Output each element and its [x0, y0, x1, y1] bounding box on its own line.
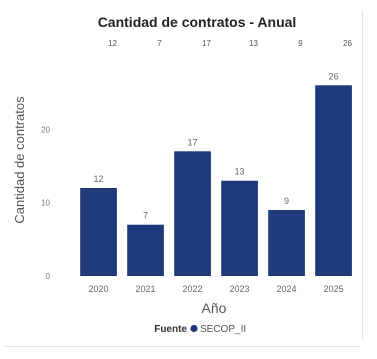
data-label-2021: 7 — [143, 211, 148, 221]
legend-title: Fuente — [154, 324, 187, 335]
data-label-2020: 12 — [93, 174, 103, 184]
data-label-2022: 17 — [187, 137, 197, 147]
legend-entry[interactable]: SECOP_II — [200, 324, 246, 335]
top-label-2021: 7 — [157, 39, 162, 48]
y-tick-10: 10 — [41, 199, 50, 208]
top-label-2024: 9 — [298, 39, 303, 48]
y-axis-title: Cantidad de contratos — [12, 96, 27, 224]
visual-border-right — [362, 10, 363, 340]
bar-2022[interactable] — [174, 151, 211, 276]
bar-2024[interactable] — [268, 210, 305, 276]
top-label-2022: 17 — [202, 39, 211, 48]
y-tick-0: 0 — [46, 272, 51, 281]
x-tick-2024: 2024 — [276, 284, 296, 294]
x-tick-2023: 2023 — [229, 284, 249, 294]
y-axis: 0 10 20 — [41, 125, 50, 281]
chart-title: Cantidad de contratos - Anual — [98, 14, 297, 30]
top-labels: 12 7 17 13 9 26 — [108, 39, 352, 48]
x-axis: 2020 2021 2022 2023 2024 2025 — [88, 284, 343, 294]
visual-border-bottom — [4, 346, 360, 347]
x-tick-2022: 2022 — [182, 284, 202, 294]
y-tick-20: 20 — [41, 125, 50, 134]
data-label-2023: 13 — [234, 167, 244, 177]
bar-2025[interactable] — [315, 85, 352, 276]
legend[interactable]: Fuente SECOP_II — [154, 324, 246, 335]
x-tick-2021: 2021 — [135, 284, 155, 294]
x-axis-title: Año — [202, 300, 227, 316]
legend-marker — [190, 324, 198, 333]
top-label-2025: 26 — [343, 39, 352, 48]
x-tick-2025: 2025 — [323, 284, 343, 294]
bar-2021[interactable] — [127, 224, 164, 276]
top-label-2020: 12 — [108, 39, 117, 48]
bars: 12 7 17 13 9 26 — [80, 71, 352, 276]
bar-2023[interactable] — [221, 180, 258, 276]
top-label-2023: 13 — [249, 39, 258, 48]
x-tick-2020: 2020 — [88, 284, 108, 294]
bar-2020[interactable] — [80, 188, 117, 276]
data-label-2025: 26 — [328, 71, 338, 81]
data-label-2024: 9 — [284, 196, 289, 206]
